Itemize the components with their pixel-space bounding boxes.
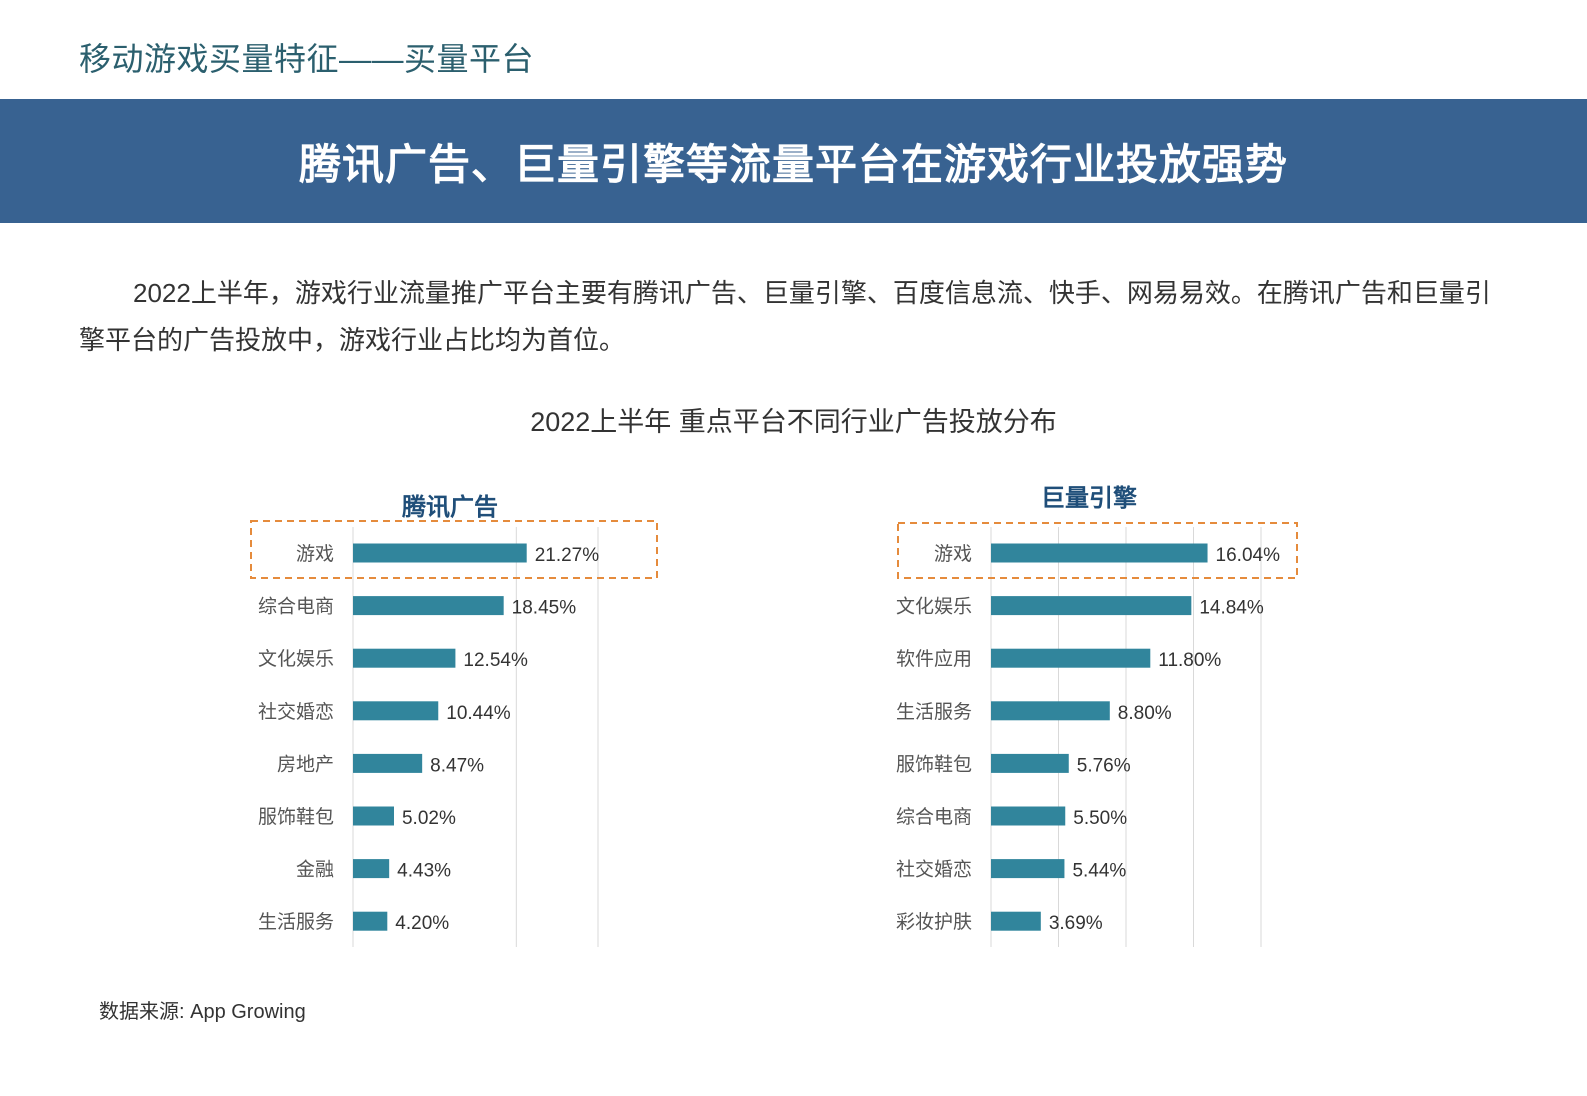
oceanengine-category-label-2: 软件应用 [896,648,972,670]
tencent-category-label-3: 社交婚恋 [258,701,334,723]
intro-paragraph: 2022上半年，游戏行业流量推广平台主要有腾讯广告、巨量引擎、百度信息流、快手、… [79,278,1491,355]
tencent-category-label-6: 金融 [296,859,334,881]
tencent-chart-title: 腾讯广告 [402,493,498,521]
tencent-value-label-0: 21.27% [535,545,600,566]
oceanengine-category-label-6: 社交婚恋 [896,859,972,881]
oceanengine-value-label-7: 3.69% [1049,913,1103,934]
figure-title: 2022上半年 重点平台不同行业广告投放分布 [530,407,1057,437]
oceanengine-category-label-1: 文化娱乐 [896,596,972,618]
tencent-highlight-box [250,520,658,579]
oceanengine-bar-0 [991,543,1208,563]
tencent-value-label-2: 12.54% [463,650,528,671]
oceanengine-value-label-6: 5.44% [1072,861,1126,882]
oceanengine-bar-5 [991,806,1066,826]
tencent-bar-7 [353,911,388,931]
tencent-bar-2 [353,648,456,668]
tencent-bar-4 [353,753,423,773]
oceanengine-bar-7 [991,911,1041,931]
tencent-value-label-1: 18.45% [512,598,577,619]
oceanengine-value-label-3: 8.80% [1118,703,1172,724]
oceanengine-bar-3 [991,701,1110,721]
oceanengine-category-label-0: 游戏 [934,543,972,565]
oceanengine-value-label-4: 5.76% [1077,755,1131,776]
banner-title: 腾讯广告、巨量引擎等流量平台在游戏行业投放强势 [298,140,1288,188]
oceanengine-value-label-2: 11.80% [1158,650,1221,671]
oceanengine-value-label-1: 14.84% [1199,598,1264,619]
tencent-category-label-7: 生活服务 [258,911,334,933]
tencent-value-label-5: 5.02% [402,808,456,829]
oceanengine-chart-title: 巨量引擎 [1041,484,1137,512]
tencent-bar-5 [353,806,394,826]
tencent-category-label-1: 综合电商 [258,596,334,618]
tencent-value-label-6: 4.43% [397,861,451,882]
title-banner: 腾讯广告、巨量引擎等流量平台在游戏行业投放强势 [0,99,1587,223]
tencent-bar-6 [353,859,390,879]
oceanengine-highlight-box [897,522,1298,579]
oceanengine-value-label-0: 16.04% [1216,545,1281,566]
oceanengine-category-label-7: 彩妆护肤 [896,911,972,933]
tencent-value-label-4: 8.47% [430,755,484,776]
oceanengine-category-label-3: 生活服务 [896,701,972,723]
data-source: 数据来源: App Growing [99,1001,306,1023]
oceanengine-bar-1 [991,596,1192,616]
oceanengine-category-label-5: 综合电商 [896,806,972,828]
tencent-value-label-3: 10.44% [446,703,511,724]
tencent-category-label-2: 文化娱乐 [258,648,334,670]
tencent-category-label-0: 游戏 [296,543,334,565]
section-title: 移动游戏买量特征——买量平台 [79,41,535,77]
oceanengine-value-label-5: 5.50% [1073,808,1127,829]
tencent-bar-0 [353,543,527,563]
tencent-bar-1 [353,596,504,616]
tencent-category-label-5: 服饰鞋包 [258,806,334,828]
tencent-bar-3 [353,701,439,721]
tencent-category-label-4: 房地产 [277,753,334,775]
oceanengine-bar-6 [991,859,1065,879]
oceanengine-bar-4 [991,753,1069,773]
oceanengine-category-label-4: 服饰鞋包 [896,753,972,775]
oceanengine-bar-2 [991,648,1151,668]
tencent-value-label-7: 4.20% [395,913,449,934]
